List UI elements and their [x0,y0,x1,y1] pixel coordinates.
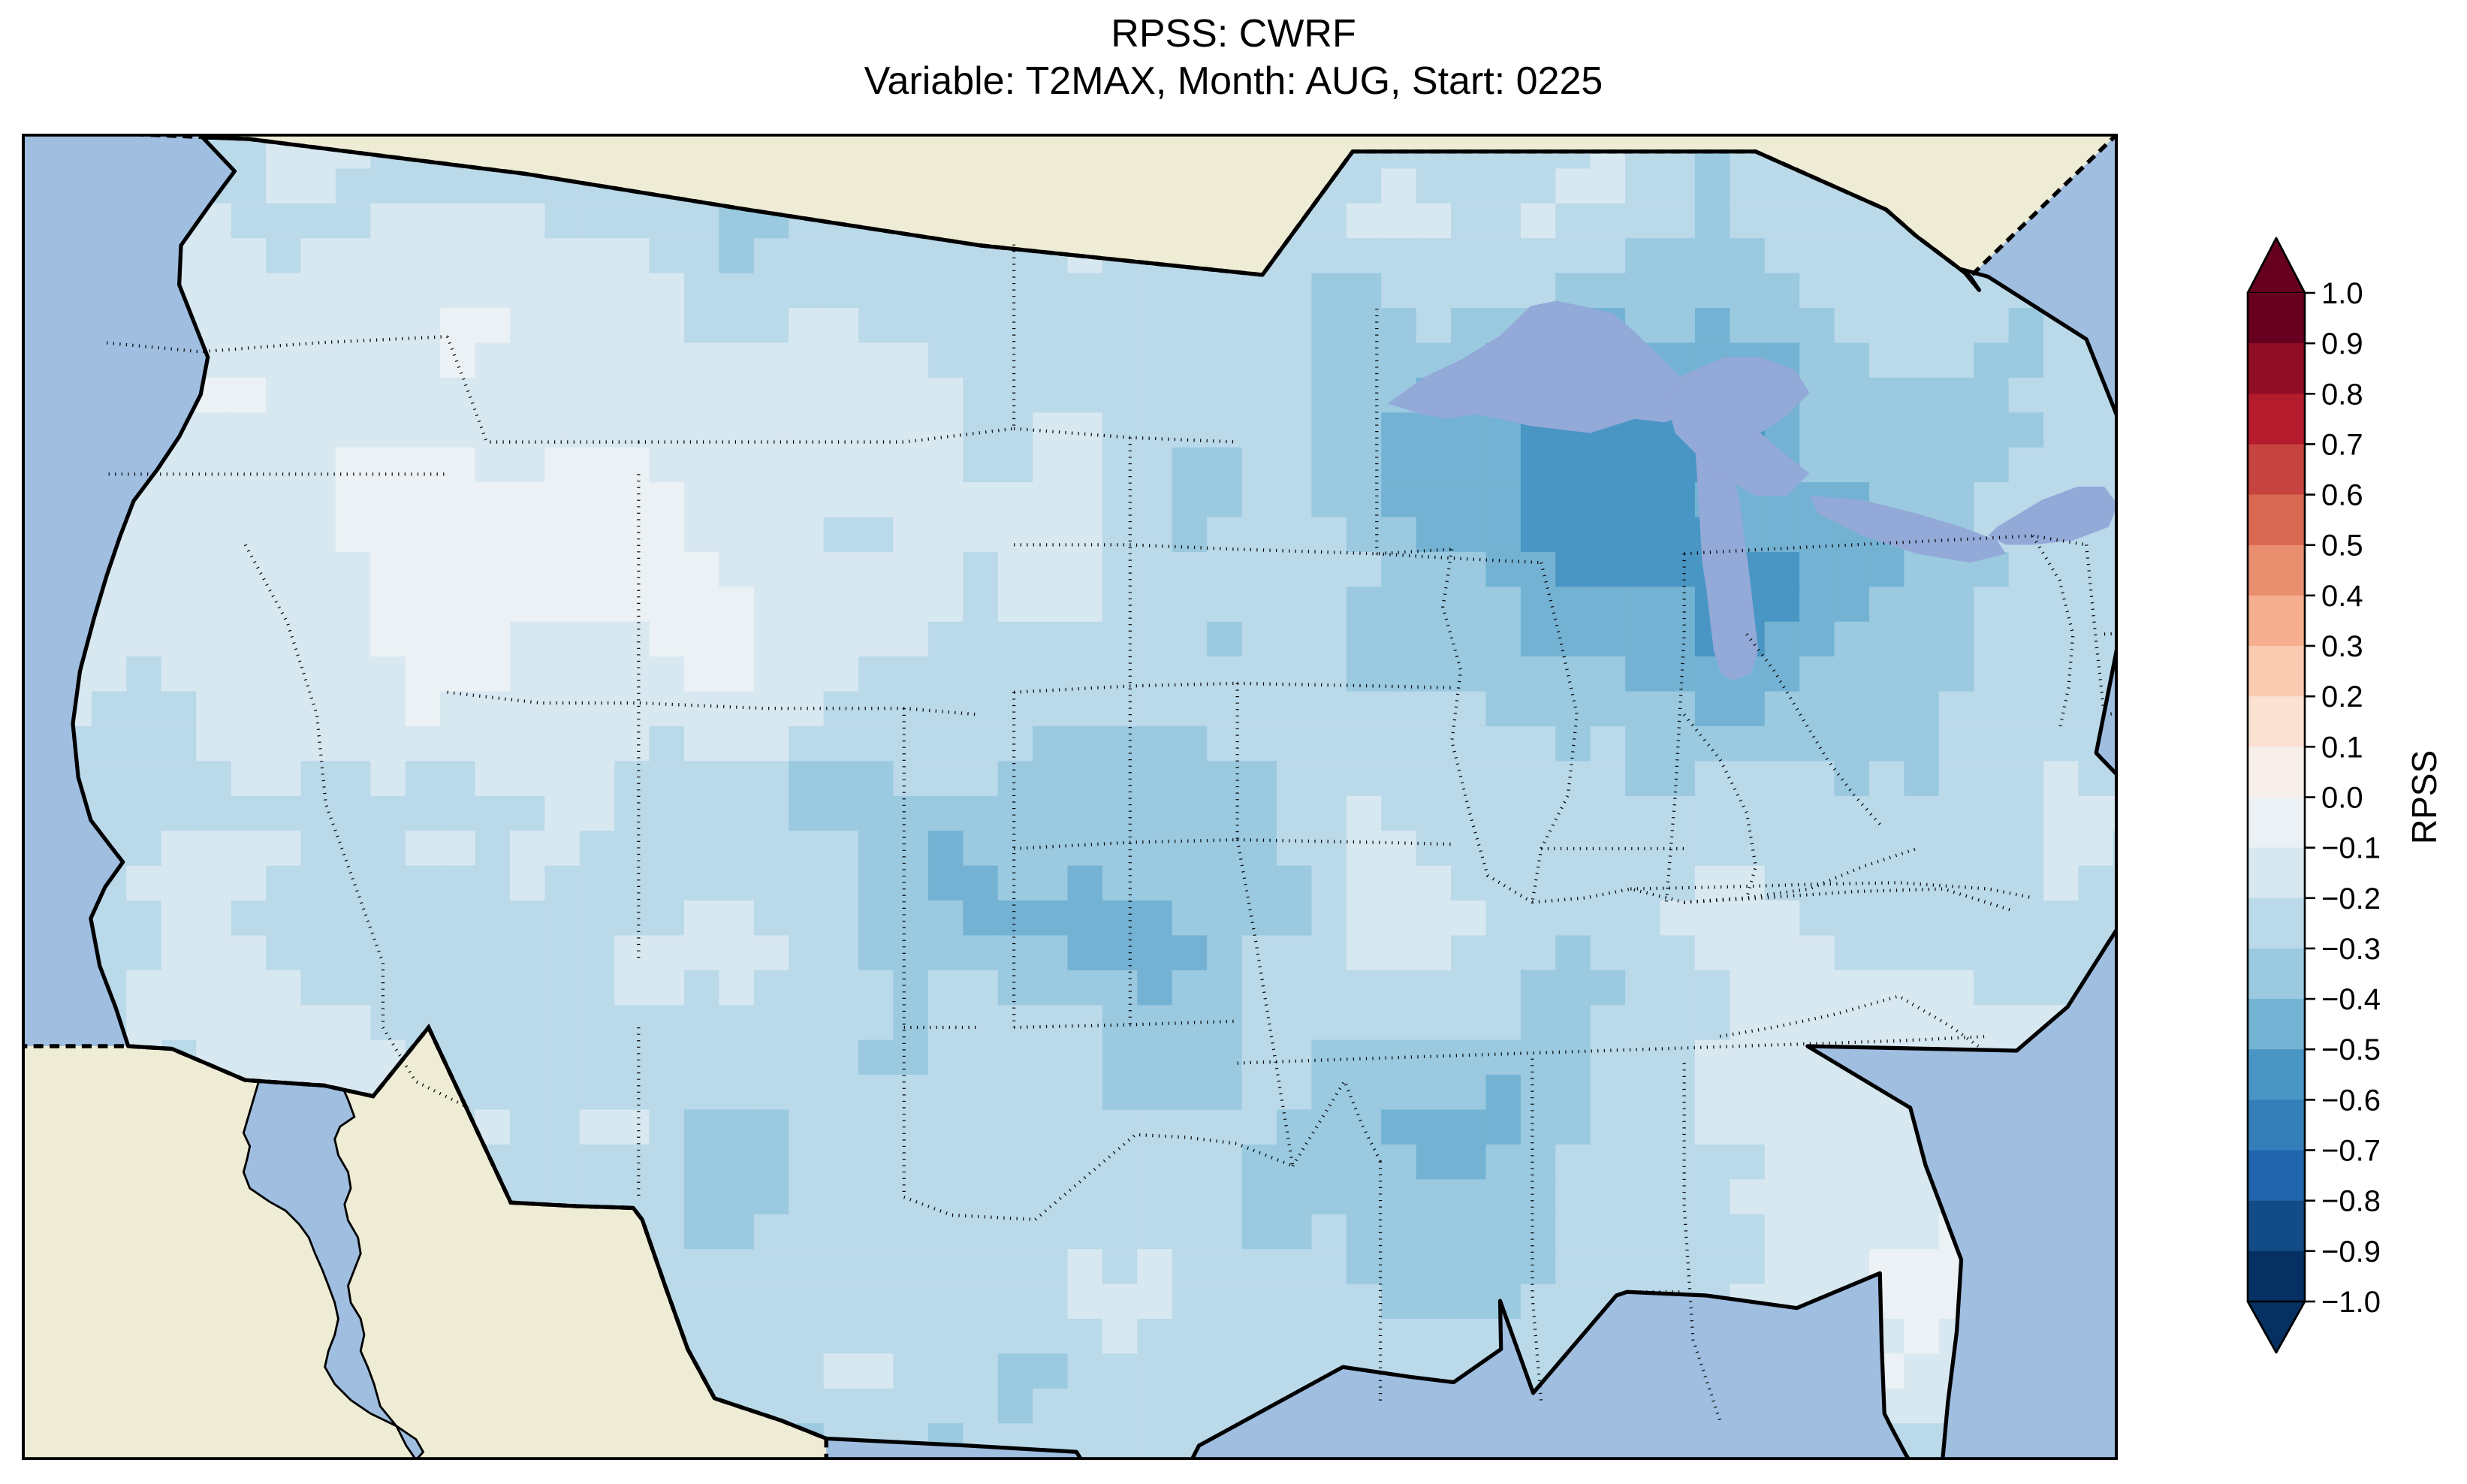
svg-text:−0.8: −0.8 [2321,1185,2381,1218]
svg-text:0.2: 0.2 [2321,680,2363,713]
svg-text:−0.4: −0.4 [2321,983,2381,1016]
svg-text:0.1: 0.1 [2321,731,2363,764]
svg-text:0.4: 0.4 [2321,580,2363,613]
svg-text:−0.3: −0.3 [2321,933,2381,966]
svg-text:−0.9: −0.9 [2321,1235,2381,1268]
svg-text:−1.0: −1.0 [2321,1286,2381,1319]
svg-text:−0.1: −0.1 [2321,832,2381,865]
svg-text:−0.2: −0.2 [2321,882,2381,915]
svg-text:0.9: 0.9 [2321,327,2363,360]
svg-text:0.3: 0.3 [2321,630,2363,663]
svg-text:0.8: 0.8 [2321,378,2363,411]
svg-text:0.0: 0.0 [2321,782,2363,815]
svg-text:0.7: 0.7 [2321,428,2363,461]
svg-text:−0.6: −0.6 [2321,1084,2381,1117]
svg-text:0.5: 0.5 [2321,529,2363,563]
svg-text:−0.5: −0.5 [2321,1033,2381,1066]
svg-text:−0.7: −0.7 [2321,1135,2381,1168]
svg-text:1.0: 1.0 [2321,277,2363,310]
svg-text:RPSS: RPSS [2405,750,2444,844]
svg-text:0.6: 0.6 [2321,479,2363,512]
